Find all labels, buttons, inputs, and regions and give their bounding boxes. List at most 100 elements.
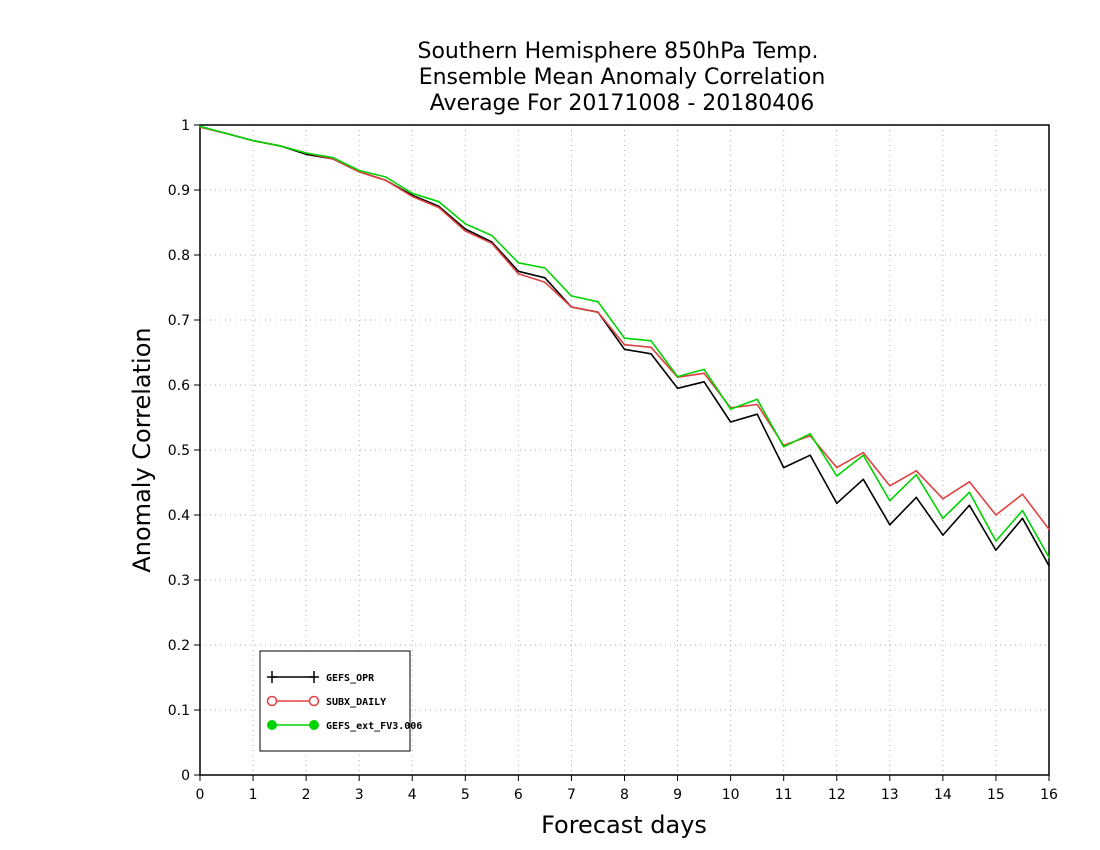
data-point xyxy=(889,524,891,526)
data-point xyxy=(464,230,467,232)
data-point xyxy=(650,346,652,349)
data-point xyxy=(729,408,732,410)
legend-label-subx-daily: SUBX_DAILY xyxy=(326,697,386,708)
data-point xyxy=(809,433,811,435)
data-point xyxy=(942,498,944,500)
y-tick-label: 0.8 xyxy=(168,248,190,264)
data-point xyxy=(252,139,254,142)
series-line-subx-daily xyxy=(199,126,1050,530)
x-tick-label: 7 xyxy=(567,787,576,803)
data-point xyxy=(703,368,705,371)
data-point xyxy=(968,491,971,494)
data-point xyxy=(756,413,758,416)
y-tick-label: 0.4 xyxy=(168,508,190,524)
legend-marker-open-circle xyxy=(308,695,320,707)
data-point xyxy=(491,242,493,245)
data-point xyxy=(570,295,573,297)
y-tick-label: 0.1 xyxy=(168,703,190,719)
data-point xyxy=(995,514,997,516)
x-tick-label: 12 xyxy=(828,787,846,803)
data-point xyxy=(438,206,440,209)
x-tick-label: 15 xyxy=(987,787,1005,803)
data-point xyxy=(1048,556,1050,559)
x-tick-label: 11 xyxy=(775,787,793,803)
data-point xyxy=(517,270,520,273)
legend-marker-filled-circle xyxy=(309,720,319,730)
data-point xyxy=(836,466,838,469)
data-point xyxy=(942,534,944,536)
data-point xyxy=(782,446,785,448)
x-tick-label: 5 xyxy=(461,787,470,803)
x-tick-label: 4 xyxy=(408,787,417,803)
data-point xyxy=(862,451,865,454)
x-tick-label: 9 xyxy=(673,787,682,803)
data-point xyxy=(915,496,918,499)
data-point xyxy=(676,375,679,378)
data-point xyxy=(331,156,334,159)
x-tick-label: 16 xyxy=(1040,787,1058,803)
data-point xyxy=(703,381,705,383)
data-point xyxy=(278,145,281,147)
data-point xyxy=(676,387,679,390)
x-tick-label: 6 xyxy=(514,787,523,803)
title-line-2: Ensemble Mean Anomaly Correlation xyxy=(419,65,826,90)
series-line-gefs-opr xyxy=(199,126,1050,567)
data-point xyxy=(464,228,467,230)
data-point xyxy=(862,478,865,481)
data-point xyxy=(889,485,891,487)
data-point xyxy=(968,481,971,483)
x-tick-label: 10 xyxy=(722,787,740,803)
data-point xyxy=(544,277,546,279)
data-point xyxy=(1021,509,1024,512)
data-point xyxy=(411,195,414,198)
data-point xyxy=(915,470,918,472)
legend-items: GEFS_OPR SUBX_DAILY GEFS_ext_FV3.006 xyxy=(266,671,422,732)
data-point xyxy=(597,311,599,314)
data-point xyxy=(491,234,493,237)
data-point xyxy=(199,125,201,128)
data-point xyxy=(703,372,705,375)
series-lines xyxy=(199,125,1050,567)
data-point xyxy=(384,176,387,178)
data-point xyxy=(889,499,891,502)
legend-marker-open-circle xyxy=(266,695,278,707)
legend-label-gefs-opr: GEFS_OPR xyxy=(326,673,375,684)
y-axis-title: Anomaly Correlation xyxy=(128,327,156,572)
data-point xyxy=(915,473,918,476)
y-tick-label: 0.5 xyxy=(168,443,190,459)
x-tick-label: 1 xyxy=(249,787,258,803)
y-tick-label: 0.9 xyxy=(168,183,190,199)
data-point xyxy=(836,502,838,505)
y-tick-label: 1 xyxy=(181,118,190,134)
x-axis-title: Forecast days xyxy=(541,811,707,839)
chart-title: Southern Hemisphere 850hPa Temp. Ensembl… xyxy=(418,39,826,116)
data-point xyxy=(650,353,652,355)
data-point xyxy=(358,169,361,172)
data-point xyxy=(756,403,758,406)
data-point xyxy=(517,273,520,275)
data-point xyxy=(995,540,997,542)
data-point xyxy=(597,301,599,303)
data-point xyxy=(782,466,785,469)
data-point xyxy=(544,281,546,284)
data-point xyxy=(411,192,414,195)
y-tick-label: 0.7 xyxy=(168,313,190,329)
data-point xyxy=(544,267,546,269)
data-point xyxy=(517,262,520,264)
data-point xyxy=(1048,564,1050,567)
data-point xyxy=(968,504,971,507)
axis-ticks: 0 1 2 3 4 5 6 7 8 9 10 11 12 13 14 15 1600.10.20.30.40.5… xyxy=(168,118,1058,803)
data-point xyxy=(464,223,467,225)
data-point xyxy=(623,343,626,346)
y-tick-label: 0.6 xyxy=(168,378,190,394)
data-point xyxy=(862,454,865,457)
y-tick-label: 0 xyxy=(181,768,190,784)
data-point xyxy=(650,340,652,342)
y-tick-label: 0.3 xyxy=(168,573,190,589)
data-point xyxy=(1021,493,1024,496)
data-point xyxy=(623,337,626,340)
data-point xyxy=(438,200,440,203)
x-tick-label: 3 xyxy=(355,787,364,803)
title-line-3: Average For 20171008 - 20180406 xyxy=(430,91,815,116)
